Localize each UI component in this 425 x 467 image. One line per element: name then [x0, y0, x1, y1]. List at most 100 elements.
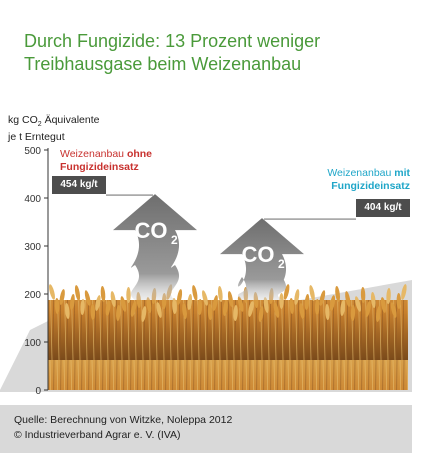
wheat-ear [156, 302, 162, 318]
wheat-ear [294, 289, 300, 305]
wheat-ear [212, 295, 218, 311]
arrow-with-fungicide [220, 218, 304, 300]
wheat-ear [273, 302, 280, 318]
annotation-without-fungicide: Weizenanbau ohne Fungizideinsatz [60, 148, 152, 174]
y-axis-label-subscript: 2 [37, 121, 42, 129]
value-label-with: 404 kg/t [356, 199, 410, 217]
footer: Quelle: Berechnung von Witzke, Noleppa 2… [0, 405, 412, 453]
wheat-ear [325, 304, 330, 320]
annotation-with-prefix: Weizenanbau [327, 167, 395, 179]
y-axis: 0 100 200 300 400 500 [24, 146, 49, 397]
wheat-ear [309, 285, 315, 301]
annotation-without-bold2: Fungizideinsatz [60, 161, 139, 173]
y-axis-label: kg CO2 Äquivalente je t Erntegut [8, 114, 99, 144]
wheat-ear [248, 301, 254, 317]
annotation-without-prefix: Weizenanbau [60, 148, 127, 160]
wheat-ear [283, 284, 290, 300]
wheat-ear [80, 299, 85, 315]
wheat-ear [340, 300, 346, 316]
wheat-ear [335, 286, 340, 302]
arrow-without-fungicide [113, 194, 197, 300]
wheat-ear [95, 295, 101, 311]
y-tick-label: 400 [24, 194, 41, 205]
wheat-ear [105, 300, 111, 316]
wheat-ear [187, 294, 193, 310]
arrow-co2-subscript: 2 [278, 257, 285, 271]
wheat-ear [289, 298, 294, 314]
wheat-ear [126, 287, 131, 303]
annotation-without-bold1: ohne [126, 148, 153, 160]
wheat-ear [314, 299, 320, 315]
wheat-ear [376, 306, 381, 322]
wheat-ear [365, 301, 371, 317]
wheat-ear [233, 305, 238, 321]
y-axis-label-part2: Äquivalente [41, 114, 100, 126]
wheat-ear [116, 305, 121, 321]
wheat-ear [258, 306, 264, 322]
wheat-ear [370, 292, 376, 308]
wheat-ear [396, 293, 402, 309]
wheat-ear [146, 297, 152, 313]
arrow-co2-label: CO [242, 242, 275, 267]
y-tick-label: 500 [24, 146, 41, 157]
wheat-ear [360, 287, 366, 303]
wheat-ear [172, 298, 177, 314]
wheat-ear [59, 289, 65, 305]
wheat-ear [386, 288, 391, 304]
arrow-co2-label: CO [135, 218, 168, 243]
y-axis-label-line2: je t Erntegut [8, 131, 65, 144]
wheat-ear [329, 295, 336, 311]
wheat-ear [120, 296, 127, 312]
wheat-ear [130, 301, 137, 317]
chart-title-line2: Treibhausgase beim Weizenanbau [24, 54, 302, 74]
wheat-ear [74, 285, 81, 301]
arrow-co2-subscript: 2 [171, 233, 178, 247]
y-axis-label-part1: kg CO [8, 114, 38, 126]
wheat-field [48, 284, 408, 390]
wheat-ear [223, 300, 228, 316]
leader-lines [106, 194, 356, 220]
wheat-ear [227, 291, 234, 307]
footer-copyright: © Industrieverband Agrar e. V. (IVA) [14, 429, 181, 441]
wheat-ear [207, 304, 213, 320]
wheat-ear [263, 297, 269, 313]
wheat-ear [401, 284, 407, 300]
wheat-ear [304, 294, 310, 310]
wheat-ear [54, 298, 60, 314]
wheat-ear [70, 294, 75, 310]
wheat-ear [192, 285, 198, 301]
y-tick-label: 100 [24, 338, 41, 349]
co2-arrows: CO 2CO 2 [113, 194, 304, 300]
wheat-ear [202, 290, 208, 306]
y-tick-label: 200 [24, 290, 41, 301]
y-tick-label: 300 [24, 242, 41, 253]
wheat-ear [299, 303, 305, 319]
wheat-ear [237, 296, 244, 312]
footer-source: Quelle: Berechnung von Witzke, Noleppa 2… [14, 414, 233, 426]
wheat-ear [64, 303, 70, 319]
wheat-ear [182, 303, 187, 319]
chart-title: Durch Fungizide: 13 Prozent weniger Trei… [24, 30, 414, 76]
wheat-ear [197, 299, 203, 315]
annotation-with-fungicide: Weizenanbau mit Fungizideinsatz [310, 167, 410, 193]
wheat-ear [110, 291, 116, 307]
value-label-without: 454 kg/t [52, 176, 106, 194]
wheat-ear [90, 304, 96, 320]
wheat-ear [345, 291, 351, 307]
annotation-with-bold1: mit [394, 167, 410, 179]
wheat-ear [84, 290, 91, 306]
wheat-ear [350, 305, 356, 321]
annotation-with-bold2: Fungizideinsatz [331, 180, 410, 192]
wheat-ear [49, 284, 55, 300]
wheat-ear [141, 306, 147, 322]
wheat-ear [355, 296, 361, 312]
wheat-ear [279, 293, 284, 309]
wheat-ear [176, 289, 183, 305]
wheat-ear [100, 286, 106, 302]
wheat-ear [390, 302, 397, 318]
wheat-ear [319, 290, 326, 306]
y-tick-label: 0 [35, 386, 41, 397]
wheat-ear [217, 286, 223, 302]
chart-title-line1: Durch Fungizide: 13 Prozent weniger [24, 31, 321, 51]
